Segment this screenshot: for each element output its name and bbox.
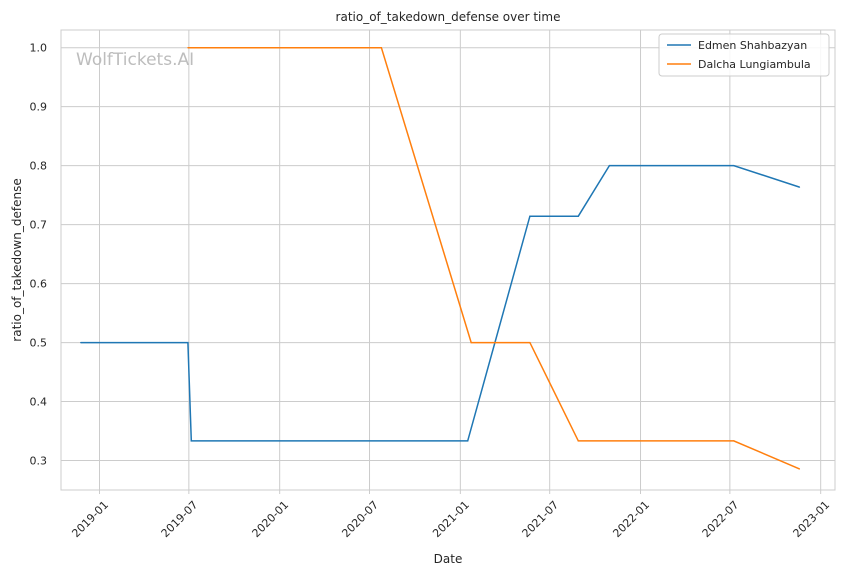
data-point-edmen-shahbazyan xyxy=(733,165,735,167)
legend-box xyxy=(658,33,830,77)
x-tick-label: 2019-07 xyxy=(159,498,201,540)
watermark: WolfTickets.AI xyxy=(76,50,194,70)
data-point-edmen-shahbazyan xyxy=(80,341,82,344)
data-point-dalcha-lungiambula xyxy=(577,440,579,442)
x-tick-label: 2021-01 xyxy=(430,498,472,540)
x-axis-label: Date xyxy=(434,552,463,566)
x-tick-label: 2022-01 xyxy=(610,498,652,540)
series-lines xyxy=(80,46,801,470)
x-axis-ticks: 2019-01 2019-07 2020-01 2020-07 2021-01 2021-… xyxy=(69,490,832,540)
legend: Edmen Shahbazyan Dalcha Lungiambula xyxy=(658,33,830,77)
y-tick-label: 0.7 xyxy=(30,219,48,232)
y-tick-label: 0.6 xyxy=(30,278,48,291)
data-point-edmen-shahbazyan xyxy=(187,341,189,344)
x-tick-label: 2020-01 xyxy=(250,498,292,540)
data-point-dalcha-lungiambula xyxy=(187,47,189,49)
data-point-edmen-shahbazyan xyxy=(190,440,192,442)
x-tick-label: 2021-07 xyxy=(520,498,562,540)
y-axis-ticks: 0.3 0.4 0.5 0.6 0.7 0.8 0.9 1.0 xyxy=(30,42,48,468)
y-axis-label: ratio_of_takedown_defense xyxy=(10,178,24,341)
data-point-edmen-shahbazyan xyxy=(798,186,801,188)
plot-frame xyxy=(60,29,836,491)
data-point-dalcha-lungiambula xyxy=(470,341,472,344)
x-tick-label: 2023-01 xyxy=(791,498,833,540)
data-point-dalcha-lungiambula xyxy=(733,440,735,442)
y-tick-label: 0.9 xyxy=(30,101,48,114)
y-tick-label: 0.3 xyxy=(30,455,48,468)
data-point-edmen-shahbazyan xyxy=(577,215,579,217)
x-tick-label: 2022-07 xyxy=(700,498,742,540)
y-tick-label: 0.4 xyxy=(30,396,48,409)
legend-label-edmen-shahbazyan: Edmen Shahbazyan xyxy=(698,39,807,52)
chart-title: ratio_of_takedown_defense over time xyxy=(336,10,561,24)
y-tick-label: 0.8 xyxy=(30,160,48,173)
data-point-dalcha-lungiambula xyxy=(798,468,801,470)
data-point-dalcha-lungiambula xyxy=(380,47,382,49)
x-tick-label: 2020-07 xyxy=(339,498,381,540)
data-point-edmen-shahbazyan xyxy=(608,165,611,167)
data-point-edmen-shahbazyan xyxy=(467,440,469,442)
x-tick-label: 2019-01 xyxy=(69,498,111,540)
data-point-edmen-shahbazyan xyxy=(529,215,531,217)
legend-label-dalcha-lungiambula: Dalcha Lungiambula xyxy=(698,58,811,71)
data-point-dalcha-lungiambula xyxy=(529,341,531,344)
y-tick-label: 1.0 xyxy=(30,42,48,55)
grid xyxy=(61,30,835,490)
y-tick-label: 0.5 xyxy=(30,337,48,350)
